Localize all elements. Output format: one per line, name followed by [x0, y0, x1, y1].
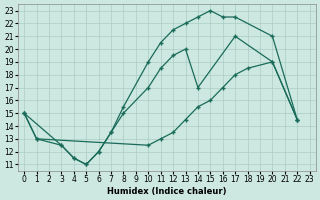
- X-axis label: Humidex (Indice chaleur): Humidex (Indice chaleur): [107, 187, 227, 196]
